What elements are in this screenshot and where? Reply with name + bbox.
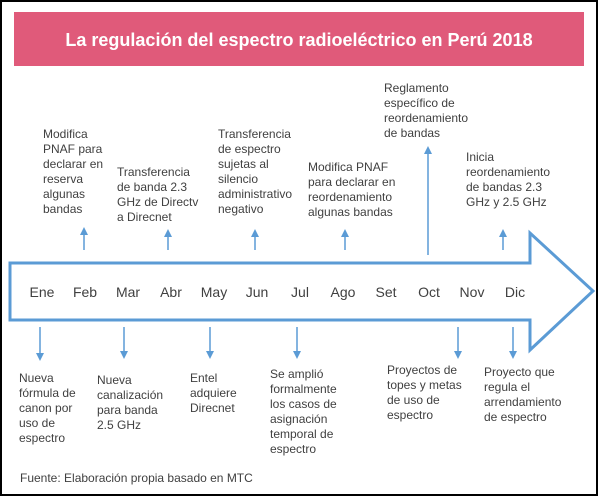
event-text: silencio	[218, 172, 258, 186]
event-text: adquiere	[190, 386, 237, 400]
month-label: Mar	[116, 284, 140, 300]
event-text: PNAF para	[43, 142, 103, 156]
month-label: Ago	[331, 284, 356, 300]
event-text: Inicia	[466, 150, 494, 164]
event-text: reserva	[43, 172, 83, 186]
source: Fuente: Elaboración propia basado en MTC	[20, 471, 253, 485]
event-text: arrendamiento	[484, 395, 562, 409]
month-label: Jul	[291, 284, 309, 300]
event-text: espectro	[19, 431, 65, 445]
event-text: de banda 2.3	[117, 180, 187, 194]
event-text: Nueva	[97, 373, 132, 387]
month-label: Oct	[418, 284, 440, 300]
month-label: Abr	[160, 284, 182, 300]
event-text: regula el	[484, 380, 530, 394]
event-text: de espectro	[218, 142, 281, 156]
event-text: a Direcnet	[117, 210, 172, 224]
event-text: formalmente	[270, 382, 337, 396]
event-text: asignación	[270, 412, 327, 426]
event-text: espectro	[387, 408, 433, 422]
event-text: GHz de Directv	[117, 195, 198, 209]
event-text: temporal de	[270, 427, 334, 441]
event-text: reordenamiento	[308, 190, 392, 204]
event-text: 2.5 GHz	[97, 418, 141, 432]
month-label: Nov	[460, 284, 485, 300]
event-text: topes y metas	[387, 378, 462, 392]
event-text: negativo	[218, 202, 264, 216]
event-text: para banda	[97, 403, 158, 417]
event-text: Transferencia	[218, 127, 291, 141]
event-text: Entel	[190, 371, 217, 385]
event-text: sujetas al	[218, 157, 269, 171]
event-text: Nueva	[19, 371, 54, 385]
event-text: Modifica PNAF	[308, 160, 388, 174]
event-text: espectro	[270, 442, 316, 456]
event-text: administrativo	[218, 187, 292, 201]
event-text: uso de	[19, 416, 55, 430]
event-text: de bandas 2.3	[466, 180, 542, 194]
event-text: algunas	[43, 187, 85, 201]
event-text: Reglamento	[384, 81, 449, 95]
event-text: GHz y 2.5 GHz	[466, 195, 547, 209]
event-text: Proyecto que	[484, 365, 555, 379]
event-text: Direcnet	[190, 401, 235, 415]
event-text: bandas	[43, 202, 82, 216]
event-text: canon por	[19, 401, 72, 415]
event-text: declarar en	[43, 157, 103, 171]
title-banner	[14, 12, 584, 66]
month-label: Feb	[73, 284, 97, 300]
event-text: específico de	[384, 96, 455, 110]
month-label: Ene	[30, 284, 55, 300]
event-text: para declarar en	[308, 175, 395, 189]
timeline-arrow	[8, 229, 596, 354]
event-text: Proyectos de	[387, 363, 457, 377]
event-text: algunas bandas	[308, 205, 393, 219]
event-text: reordenamiento	[384, 111, 468, 125]
event-text: de uso de	[387, 393, 440, 407]
month-label: Dic	[505, 284, 525, 300]
event-text: reordenamiento	[466, 165, 550, 179]
event-text: Se amplió	[270, 367, 324, 381]
event-text: Transferencia	[117, 165, 190, 179]
event-text: fórmula de	[19, 386, 76, 400]
month-label: May	[201, 284, 227, 300]
event-text: los casos de	[270, 397, 337, 411]
event-text: de espectro	[484, 410, 547, 424]
title: La regulación del espectro radioeléctric…	[65, 30, 532, 50]
event-text: canalización	[97, 388, 163, 402]
month-label: Jun	[246, 284, 269, 300]
event-text: de bandas	[384, 126, 440, 140]
event-text: Modifica	[43, 127, 88, 141]
month-label: Set	[375, 284, 396, 300]
